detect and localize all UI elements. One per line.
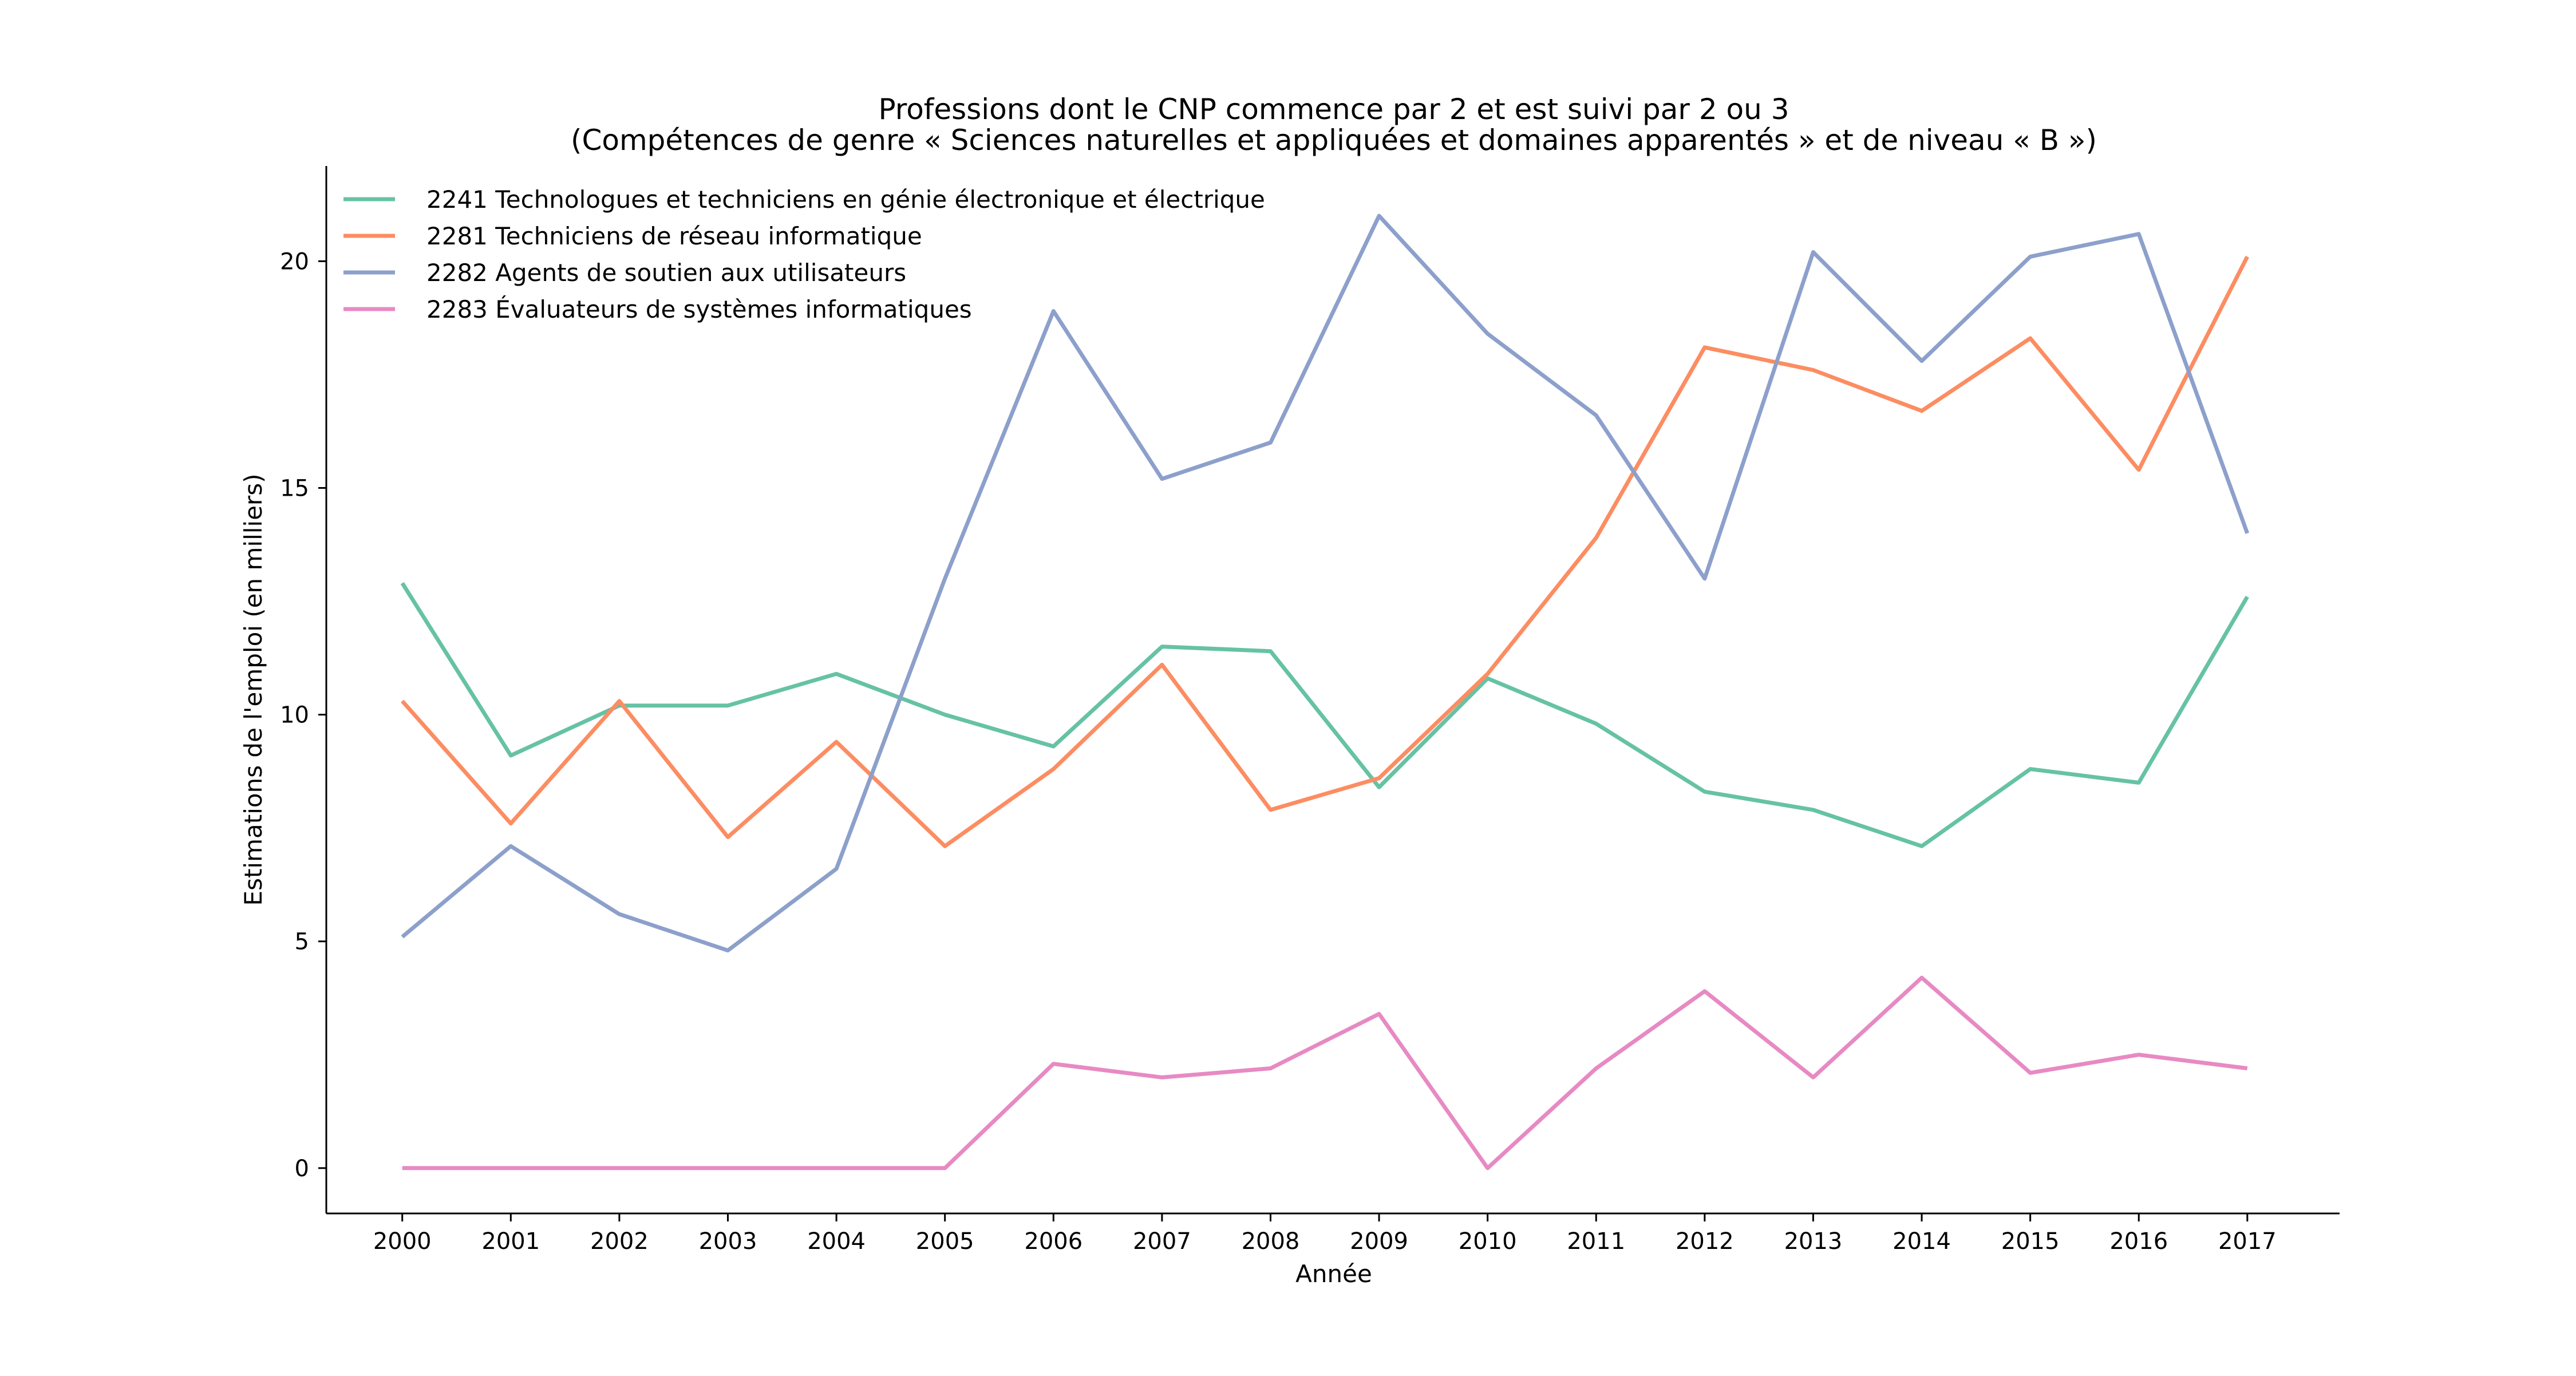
chart-title-line-2: (Compétences de genre « Sciences naturel… [571, 124, 2097, 157]
y-tick-label: 15 [280, 475, 309, 501]
legend-label-3: 2282 Agents de soutien aux utilisateurs [426, 259, 906, 287]
y-tick-label: 5 [295, 929, 309, 955]
y-tick-label: 10 [280, 702, 309, 729]
y-tick-label: 0 [295, 1156, 309, 1182]
axes [325, 166, 2340, 1215]
x-tick-label: 2004 [807, 1228, 866, 1255]
x-tick-label: 2002 [590, 1228, 649, 1255]
legend-label-4: 2283 Évaluateurs de systèmes informatiqu… [426, 295, 972, 323]
x-tick-label: 2009 [1350, 1228, 1408, 1255]
series-line-3 [401, 213, 2250, 952]
x-axis-ticks: 2000 2001 2002 2003 2004 2005 2006 2007 2008 2009… [373, 1213, 2277, 1255]
x-tick-label: 2015 [2001, 1228, 2060, 1255]
x-tick-label: 2016 [2109, 1228, 2168, 1255]
series-line-2 [401, 255, 2249, 848]
x-axis-label: Année [1295, 1260, 1372, 1288]
chart-title: Professions dont le CNP commence par 2 e… [571, 93, 2097, 157]
x-tick-label: 2014 [1893, 1228, 1951, 1255]
y-axis-label: Estimations de l'emploi (en milliers) [239, 474, 267, 906]
x-tick-label: 2007 [1133, 1228, 1191, 1255]
x-tick-label: 2013 [1784, 1228, 1843, 1255]
series-line-1 [400, 582, 2249, 848]
chart-title-line-1: Professions dont le CNP commence par 2 e… [878, 93, 1789, 126]
x-tick-label: 2012 [1676, 1228, 1734, 1255]
x-tick-label: 2008 [1242, 1228, 1300, 1255]
x-tick-label: 2001 [481, 1228, 540, 1255]
x-tick-label: 2003 [699, 1228, 757, 1255]
x-tick-label: 2010 [1459, 1228, 1517, 1255]
x-tick-label: 2006 [1024, 1228, 1082, 1255]
series-lines [400, 213, 2250, 1171]
x-tick-label: 2000 [373, 1228, 432, 1255]
legend: 2241 Technologues et techniciens en géni… [343, 185, 1265, 323]
x-tick-label: 2005 [916, 1228, 974, 1255]
legend-label-2: 2281 Techniciens de réseau informatique [426, 222, 922, 250]
series-line-4 [402, 975, 2248, 1171]
legend-label-1: 2241 Technologues et techniciens en géni… [426, 185, 1265, 213]
x-tick-label: 2011 [1567, 1228, 1625, 1255]
x-tick-label: 2017 [2218, 1228, 2277, 1255]
y-axis-ticks: 0 5 10 15 20 [280, 248, 326, 1182]
y-tick-label: 20 [280, 248, 309, 275]
